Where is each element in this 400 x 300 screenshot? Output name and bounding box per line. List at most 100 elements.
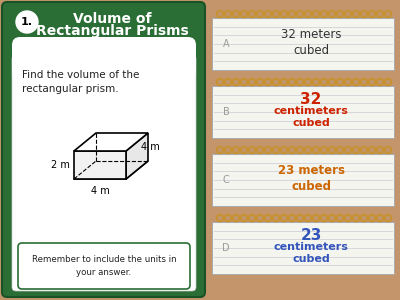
Circle shape	[352, 214, 360, 221]
Circle shape	[274, 80, 278, 84]
Circle shape	[290, 148, 294, 152]
Circle shape	[344, 146, 352, 154]
Text: D: D	[222, 243, 230, 253]
Circle shape	[346, 148, 350, 152]
Circle shape	[280, 146, 288, 154]
Circle shape	[336, 11, 344, 17]
Circle shape	[242, 148, 246, 152]
Circle shape	[258, 148, 262, 152]
Circle shape	[290, 12, 294, 16]
Circle shape	[218, 216, 222, 220]
Circle shape	[280, 11, 288, 17]
Circle shape	[266, 80, 270, 84]
Circle shape	[272, 11, 280, 17]
Circle shape	[314, 80, 318, 84]
Circle shape	[328, 146, 336, 154]
Circle shape	[346, 80, 350, 84]
Circle shape	[386, 216, 390, 220]
Circle shape	[354, 148, 358, 152]
Circle shape	[360, 11, 368, 17]
Circle shape	[354, 216, 358, 220]
Circle shape	[384, 146, 392, 154]
Circle shape	[250, 80, 254, 84]
Circle shape	[328, 11, 336, 17]
Circle shape	[330, 80, 334, 84]
Text: Rectangular Prisms: Rectangular Prisms	[36, 24, 188, 38]
Circle shape	[322, 80, 326, 84]
Circle shape	[322, 12, 326, 16]
Text: centimeters: centimeters	[274, 242, 348, 252]
Polygon shape	[74, 151, 126, 179]
Circle shape	[290, 80, 294, 84]
Circle shape	[378, 80, 382, 84]
Circle shape	[264, 146, 272, 154]
Text: Find the volume of the
rectangular prism.: Find the volume of the rectangular prism…	[22, 70, 139, 94]
Circle shape	[344, 79, 352, 86]
Circle shape	[306, 148, 310, 152]
Circle shape	[274, 216, 278, 220]
Circle shape	[298, 80, 302, 84]
Text: 23: 23	[300, 227, 322, 242]
Text: cubed: cubed	[291, 181, 331, 194]
Circle shape	[218, 148, 222, 152]
Circle shape	[370, 216, 374, 220]
Circle shape	[248, 79, 256, 86]
Circle shape	[256, 79, 264, 86]
Circle shape	[240, 214, 248, 221]
Circle shape	[312, 79, 320, 86]
Circle shape	[226, 80, 230, 84]
Circle shape	[304, 79, 312, 86]
Text: 4 m: 4 m	[141, 142, 160, 152]
Circle shape	[288, 146, 296, 154]
Circle shape	[298, 148, 302, 152]
Text: 32 meters: 32 meters	[281, 28, 341, 41]
Circle shape	[338, 216, 342, 220]
Circle shape	[376, 146, 384, 154]
Circle shape	[224, 79, 232, 86]
Circle shape	[352, 11, 360, 17]
Circle shape	[370, 80, 374, 84]
Circle shape	[306, 12, 310, 16]
Circle shape	[338, 12, 342, 16]
Circle shape	[386, 80, 390, 84]
Circle shape	[240, 79, 248, 86]
Text: B: B	[223, 107, 229, 117]
Circle shape	[362, 216, 366, 220]
Circle shape	[248, 214, 256, 221]
FancyBboxPatch shape	[212, 154, 394, 206]
Circle shape	[306, 216, 310, 220]
Circle shape	[266, 12, 270, 16]
Circle shape	[362, 12, 366, 16]
FancyBboxPatch shape	[12, 37, 196, 78]
Text: 2 m: 2 m	[51, 160, 70, 170]
Circle shape	[226, 148, 230, 152]
Circle shape	[234, 12, 238, 16]
Circle shape	[216, 146, 224, 154]
Circle shape	[248, 11, 256, 17]
Text: cubed: cubed	[292, 118, 330, 128]
Circle shape	[232, 214, 240, 221]
Circle shape	[218, 12, 222, 16]
Circle shape	[338, 148, 342, 152]
Circle shape	[384, 79, 392, 86]
Circle shape	[336, 146, 344, 154]
Text: 23 meters: 23 meters	[278, 164, 344, 178]
Circle shape	[298, 216, 302, 220]
Circle shape	[216, 11, 224, 17]
Text: C: C	[223, 175, 229, 185]
Circle shape	[234, 148, 238, 152]
Circle shape	[242, 12, 246, 16]
Circle shape	[336, 214, 344, 221]
Circle shape	[386, 148, 390, 152]
Circle shape	[272, 214, 280, 221]
Circle shape	[370, 148, 374, 152]
Circle shape	[242, 80, 246, 84]
Circle shape	[250, 12, 254, 16]
Circle shape	[314, 148, 318, 152]
FancyBboxPatch shape	[12, 55, 196, 291]
Circle shape	[312, 11, 320, 17]
Circle shape	[224, 146, 232, 154]
Circle shape	[272, 79, 280, 86]
Circle shape	[242, 216, 246, 220]
Circle shape	[378, 216, 382, 220]
